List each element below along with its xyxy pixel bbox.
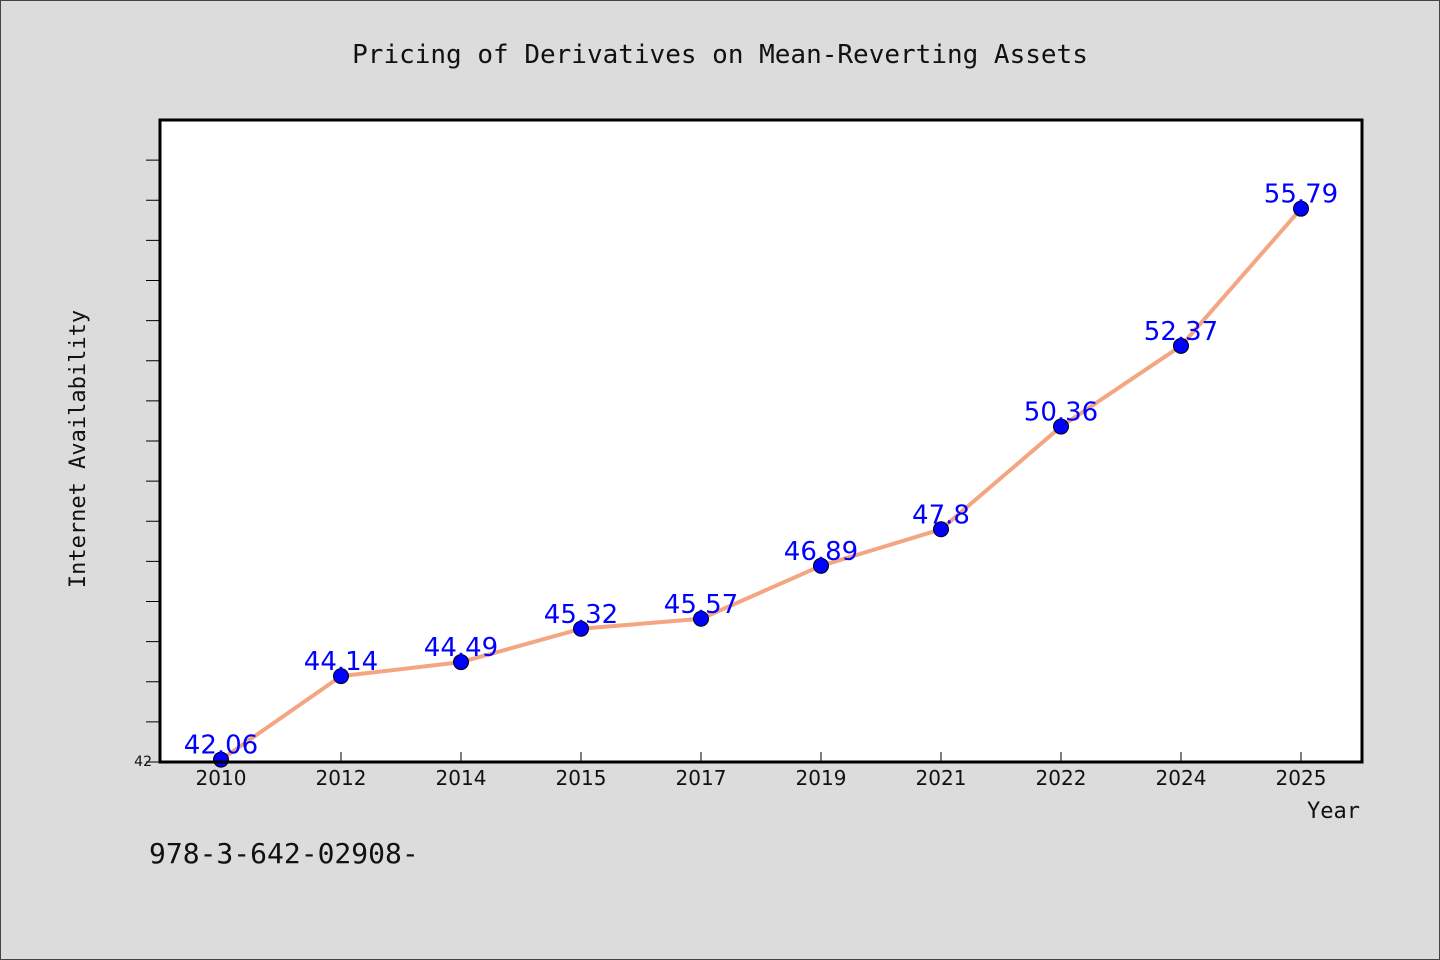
- x-tick-label: 2025: [1276, 766, 1327, 790]
- data-label: 44.49: [424, 633, 498, 663]
- chart-title: Pricing of Derivatives on Mean-Reverting…: [352, 40, 1088, 70]
- data-point: [333, 668, 349, 685]
- data-labels-layer: 42.06 44.14 44.49 45.32 45.57 46.89 47.8 50.36 5…: [184, 180, 1338, 761]
- data-label: 44.14: [304, 647, 378, 677]
- x-tick-label: 2019: [796, 766, 847, 790]
- x-tick-label: 2012: [316, 766, 367, 790]
- data-label: 45.32: [544, 600, 618, 630]
- x-axis-label: Year: [1307, 799, 1360, 824]
- plot-area: [160, 120, 1362, 762]
- data-point: [933, 521, 949, 538]
- x-tick-label: 2022: [1036, 766, 1087, 790]
- data-point: [693, 610, 709, 627]
- y-axis-label: Internet Availability: [66, 310, 91, 588]
- x-tick-label: 2010: [196, 766, 247, 790]
- plot-frame: [158, 118, 1364, 764]
- data-point: [813, 557, 829, 574]
- data-label: 45.57: [664, 590, 738, 620]
- data-point: [1053, 418, 1069, 435]
- x-tick-label: 2017: [676, 766, 727, 790]
- data-label: 55.79: [1264, 180, 1338, 210]
- y-axis-ticks: 42: [134, 159, 160, 770]
- data-label: 46.89: [784, 537, 858, 567]
- x-tick-label: 2015: [556, 766, 607, 790]
- data-label: 42.06: [184, 731, 258, 761]
- data-label: 47.8: [912, 500, 970, 530]
- data-point: [1293, 200, 1309, 217]
- data-label: 52.37: [1144, 317, 1218, 347]
- data-label: 50.36: [1024, 398, 1098, 428]
- x-tick-label: 2024: [1156, 766, 1207, 790]
- data-point: [573, 620, 589, 637]
- y-tick-label: 42: [134, 754, 152, 770]
- data-point: [453, 654, 469, 671]
- series-layer: [213, 200, 1309, 768]
- x-tick-label: 2021: [916, 766, 967, 790]
- series-line: [219, 207, 1303, 762]
- isbn-text: 978-3-642-02908-: [149, 837, 419, 870]
- data-point: [1173, 337, 1189, 354]
- x-tick-label: 2014: [436, 766, 487, 790]
- x-axis-ticks: 2010 2012 2014 2015 2017 2019 2021 2022 2024 2025: [196, 752, 1327, 790]
